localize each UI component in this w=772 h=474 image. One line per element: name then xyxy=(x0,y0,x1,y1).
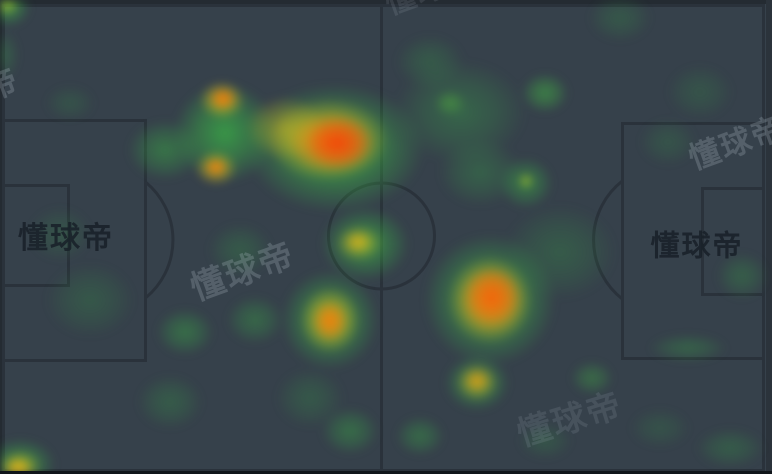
bottom-black-bar xyxy=(0,471,772,474)
